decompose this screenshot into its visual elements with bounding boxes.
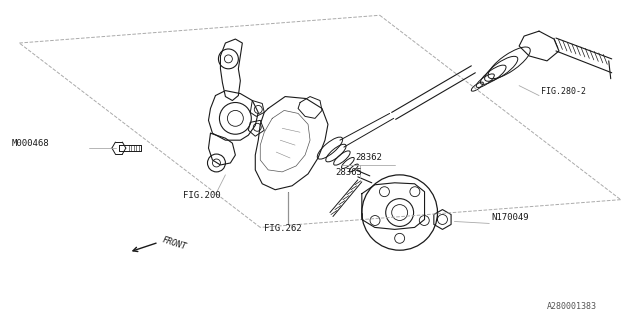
Text: FIG.262: FIG.262 [264,224,302,233]
Text: FRONT: FRONT [161,235,188,251]
Text: FIG.200: FIG.200 [182,191,220,200]
Text: 28365: 28365 [335,168,362,177]
Text: A280001383: A280001383 [547,302,597,311]
Text: N170049: N170049 [492,213,529,222]
Text: 28362: 28362 [355,153,381,162]
Text: M000468: M000468 [12,139,49,148]
Text: FIG.280-2: FIG.280-2 [541,87,586,96]
